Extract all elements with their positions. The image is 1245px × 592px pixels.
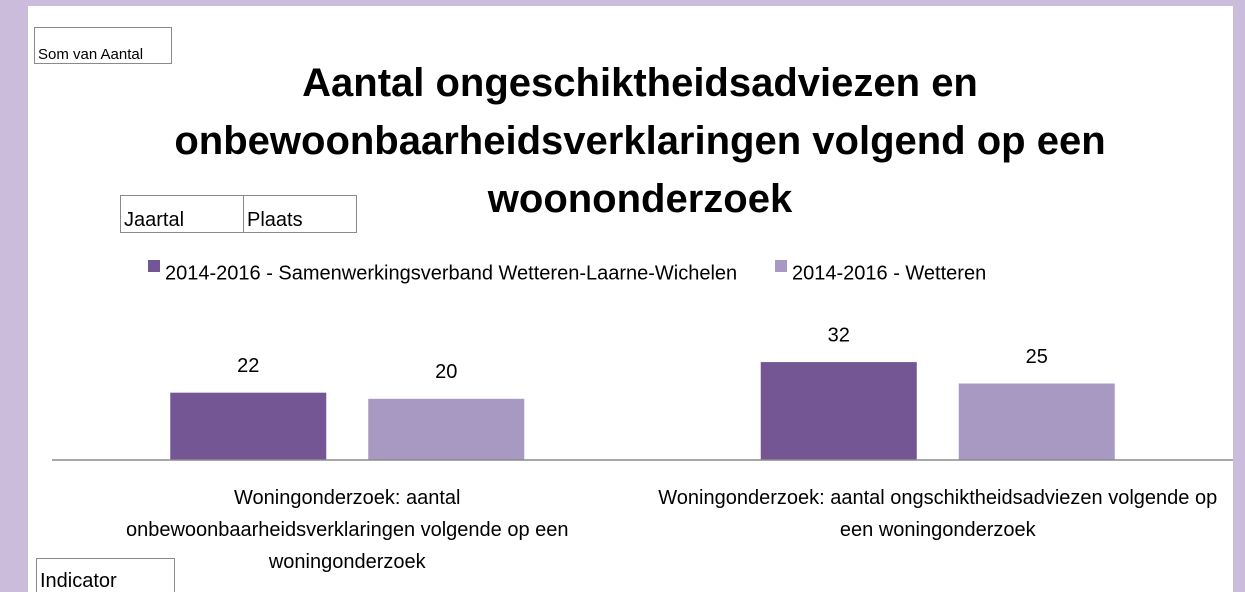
chart: 2014-2016 - Samenwerkingsverband Wettere… — [52, 260, 1233, 461]
legend-swatch — [148, 260, 160, 272]
x-tick-label: Woningonderzoek: aantal onbewoonbaarheid… — [125, 487, 569, 573]
chart-area: 2014-2016 - Samenwerkingsverband Wettere… — [28, 6, 1233, 592]
data-label: 22 — [237, 355, 259, 377]
field-button[interactable]: Som van Aantal — [34, 27, 172, 64]
bar — [368, 398, 525, 460]
data-label: 25 — [1026, 346, 1048, 368]
field-button[interactable]: Indicator — [36, 558, 175, 592]
legend-swatch — [775, 260, 787, 272]
x-tick-label: Woningonderzoek: aantal ongschiktheidsad… — [658, 487, 1218, 541]
bar — [170, 392, 327, 460]
data-label: 32 — [828, 324, 850, 346]
bar — [760, 362, 917, 460]
data-label: 20 — [435, 361, 457, 383]
field-button[interactable]: Jaartal — [120, 195, 244, 233]
legend-label: 2014-2016 - Wetteren — [792, 262, 986, 284]
chart-title: Aantal ongeschiktheidsadviezen en onbewo… — [174, 61, 1106, 221]
legend-label: 2014-2016 - Samenwerkingsverband Wettere… — [165, 262, 737, 284]
field-button[interactable]: Plaats — [243, 195, 357, 233]
bar — [958, 383, 1115, 460]
